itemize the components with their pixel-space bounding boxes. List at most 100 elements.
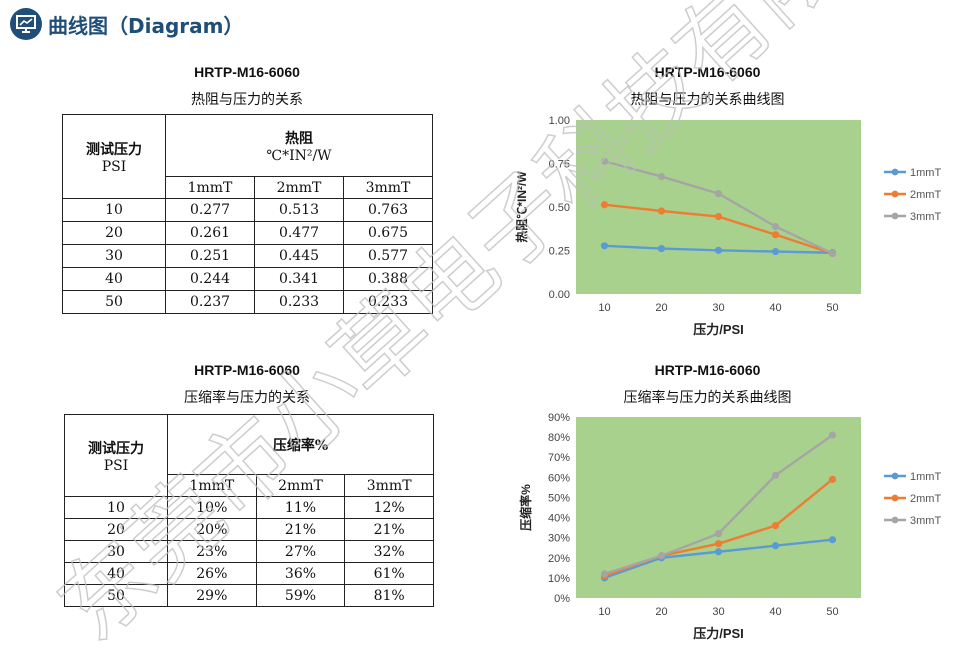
column-header: 2mmT <box>255 474 346 497</box>
y-tick-label: 70% <box>548 452 570 464</box>
value-header-cell: 热阻 ℃*IN²/W <box>165 114 433 177</box>
column-header: 1mmT <box>167 474 257 497</box>
column-header: 1mmT <box>165 176 255 199</box>
legend-marker <box>891 494 899 502</box>
data-point <box>600 570 609 578</box>
y-tick-label: 0.00 <box>549 289 570 301</box>
y-tick-label: 0.25 <box>549 246 570 258</box>
data-point <box>600 242 609 250</box>
legend-label: 2mmT <box>910 189 941 201</box>
x-axis-label: 压力/PSI <box>693 626 744 641</box>
data-point <box>600 201 609 209</box>
x-tick-label: 30 <box>712 606 724 618</box>
legend-marker <box>891 516 899 524</box>
data-point <box>657 552 666 560</box>
x-tick-label: 10 <box>598 606 610 618</box>
x-tick-label: 30 <box>712 302 724 314</box>
legend-marker <box>891 212 899 220</box>
compression-chart-subtitle: 压缩率与压力的关系曲线图 <box>623 390 792 406</box>
y-tick-label: 1.00 <box>549 115 570 127</box>
table-row: 50 29% 59% 81% <box>64 584 434 607</box>
table-row: 10 10% 11% 12% <box>64 496 434 519</box>
y-tick-label: 20% <box>548 553 570 565</box>
table-row: 10 0.277 0.513 0.763 <box>62 198 433 222</box>
data-point <box>771 471 780 479</box>
data-point <box>771 522 780 530</box>
compression-table-subtitle: 压缩率与压力的关系 <box>184 390 310 406</box>
section-header: 曲线图（Diagram） <box>10 8 243 40</box>
y-axis-label: 热阻℃*IN²/W <box>514 171 529 243</box>
thermal-resistance-line-chart: 0.00 0.25 0.50 0.75 1.00 10 20 30 40 50 压力/PSI 热阻℃*… <box>514 115 941 337</box>
thermal-table-title: HRTP-M16-6060 <box>194 64 300 80</box>
y-tick-label: 80% <box>548 432 570 444</box>
data-point <box>771 222 780 231</box>
legend-label: 1mmT <box>910 471 941 483</box>
value-header-cell: 压缩率% <box>167 414 434 475</box>
data-point <box>657 244 666 253</box>
data-point <box>714 540 723 548</box>
table-row: 40 0.244 0.341 0.388 <box>62 267 433 291</box>
compression-chart-title: HRTP-M16-6060 <box>654 362 761 378</box>
x-tick-label: 40 <box>769 302 781 314</box>
data-point <box>771 542 780 550</box>
row-header-cell: 测试压力 PSI <box>62 114 166 199</box>
legend-label: 3mmT <box>910 515 941 527</box>
thermal-chart-subtitle: 热阻与压力的关系曲线图 <box>630 92 785 108</box>
table-row: 40 26% 36% 61% <box>64 562 434 585</box>
table-row: 30 23% 27% 32% <box>64 540 434 563</box>
column-header: 3mmT <box>343 176 433 199</box>
data-point <box>657 172 666 181</box>
column-header: 2mmT <box>254 176 344 199</box>
y-tick-label: 10% <box>548 573 570 585</box>
x-tick-label: 20 <box>655 302 667 314</box>
compression-table: 测试压力 PSI 压缩率% 1mmT 2mmT 3mmT 10 10% 11% 12%… <box>64 414 434 607</box>
legend-label: 1mmT <box>910 167 941 179</box>
y-axis-label: 压缩率% <box>518 484 533 531</box>
data-point <box>714 548 723 556</box>
x-tick-label: 40 <box>769 606 781 618</box>
table-row: 20 0.261 0.477 0.675 <box>62 221 433 245</box>
data-point <box>714 190 723 198</box>
compression-table-title: HRTP-M16-6060 <box>194 362 300 378</box>
x-tick-label: 50 <box>826 606 838 618</box>
x-tick-label: 50 <box>826 302 838 314</box>
x-axis-label: 压力/PSI <box>693 322 744 337</box>
y-tick-label: 50% <box>548 492 570 504</box>
thermal-chart-title: HRTP-M16-6060 <box>654 64 761 80</box>
y-tick-label: 90% <box>548 412 570 424</box>
page-title: 曲线图（Diagram） <box>48 13 244 38</box>
data-point <box>828 536 837 544</box>
table-row: 30 0.251 0.445 0.577 <box>62 244 433 268</box>
x-tick-label: 10 <box>598 302 610 314</box>
data-point <box>771 247 780 256</box>
data-point <box>771 231 780 239</box>
legend-marker <box>891 190 899 198</box>
y-tick-label: 0.50 <box>549 202 570 214</box>
data-point <box>714 212 723 221</box>
legend-label: 3mmT <box>910 211 941 223</box>
chart-board-icon <box>10 8 42 40</box>
y-tick-label: 40% <box>548 513 570 525</box>
data-point <box>828 249 837 258</box>
data-point <box>600 157 609 165</box>
legend-marker <box>891 472 899 480</box>
data-point <box>828 475 837 483</box>
y-tick-label: 60% <box>548 472 570 484</box>
data-point <box>828 431 837 439</box>
compression-rate-line-chart: 0% 10% 20% 30% 40% 50% 60% 70% 80% 90% 10 20 30 40 50 压… <box>518 412 941 641</box>
thermal-table-subtitle: 热阻与压力的关系 <box>191 92 303 108</box>
x-tick-label: 20 <box>655 606 667 618</box>
data-point <box>657 207 666 215</box>
legend-marker <box>891 168 899 176</box>
legend-label: 2mmT <box>910 493 941 505</box>
table-row: 50 0.237 0.233 0.233 <box>62 290 433 314</box>
table-row: 20 20% 21% 21% <box>64 518 434 541</box>
thermal-table: 测试压力 PSI 热阻 ℃*IN²/W 1mmT 2mmT 3mmT 10 0.2… <box>62 114 433 314</box>
y-tick-label: 0.75 <box>549 159 570 171</box>
y-tick-label: 30% <box>548 533 570 545</box>
data-point <box>714 246 723 254</box>
data-point <box>714 530 723 538</box>
row-header-cell: 测试压力 PSI <box>64 414 168 497</box>
column-header: 3mmT <box>344 474 434 497</box>
y-tick-label: 0% <box>554 593 570 605</box>
